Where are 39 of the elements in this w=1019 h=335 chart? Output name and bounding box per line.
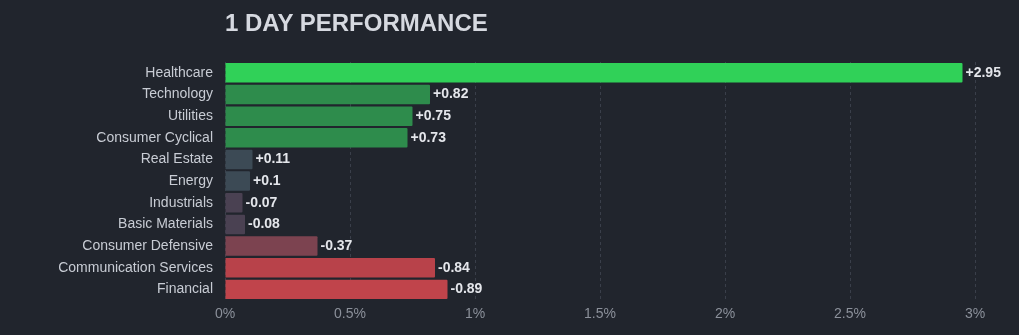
data-label: +0.75: [415, 107, 452, 123]
chart-title: 1 DAY PERFORMANCE: [225, 9, 488, 37]
data-label: -0.84: [438, 258, 471, 275]
bar: [225, 236, 318, 256]
data-label: +2.95: [965, 63, 1002, 80]
x-tick-label: 2%: [714, 305, 736, 322]
y-tick-label: Consumer Cyclical: [96, 128, 213, 145]
x-tick-label: 0%: [214, 305, 236, 322]
x-tick-label: 1%: [464, 305, 486, 322]
y-tick-label: Industrials: [149, 193, 213, 210]
y-tick-label: Healthcare: [145, 63, 214, 80]
bar: [225, 193, 243, 213]
data-label: -0.89: [450, 280, 483, 297]
data-label: -0.08: [248, 215, 281, 232]
bar: [225, 257, 435, 278]
x-tick-label: 0.5%: [334, 305, 366, 322]
bar: [225, 128, 408, 148]
y-tick-label: Consumer Defensive: [82, 236, 214, 253]
bar: [225, 106, 413, 126]
x-tick-label: 2.5%: [834, 305, 866, 322]
data-label: -0.37: [320, 236, 353, 253]
y-tick-label: Financial: [156, 280, 213, 297]
data-label: +0.82: [433, 85, 469, 102]
y-tick-label: Basic Materials: [118, 215, 213, 232]
bar: [225, 279, 448, 300]
x-tick-label: 3%: [964, 305, 986, 322]
bar: [225, 84, 430, 105]
y-tick-label: Energy: [168, 171, 213, 188]
data-label: +0.73: [410, 128, 447, 145]
data-label: -0.07: [245, 193, 278, 210]
x-tick-label: 1.5%: [584, 305, 616, 322]
data-label: +0.11: [255, 150, 291, 167]
y-tick-label: Communication Services: [58, 258, 213, 275]
bar: [225, 214, 245, 235]
bar: [225, 63, 963, 83]
y-tick-label: Utilities: [167, 107, 213, 123]
y-tick-label: Technology: [142, 85, 213, 102]
y-tick-label: Real Estate: [140, 150, 214, 167]
data-label: +0.1: [253, 171, 281, 188]
